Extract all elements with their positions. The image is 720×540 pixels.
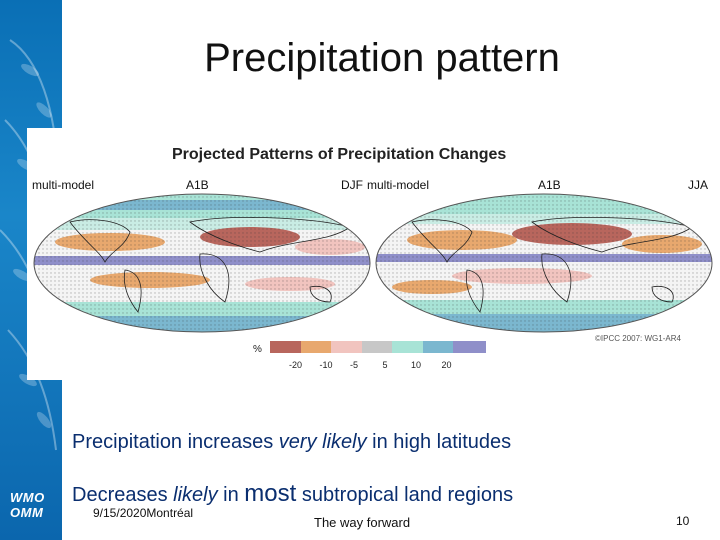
bullet1-text-a: Precipitation increases xyxy=(72,431,279,453)
legend-tick-label: 20 xyxy=(441,360,452,370)
left-map-scenario: A1B xyxy=(186,178,209,192)
logo-line-2: OMM xyxy=(10,505,44,520)
bullet2-emphasis: likely xyxy=(173,484,218,506)
bullet2-text-c: subtropical land regions xyxy=(296,484,514,506)
page-number: 10 xyxy=(676,514,690,528)
bullet2-text-b: in xyxy=(217,484,245,506)
legend-swatch xyxy=(300,341,334,353)
bullet2-most: most xyxy=(244,480,297,507)
legend-tick-label: -10 xyxy=(319,360,333,370)
legend-swatch xyxy=(361,341,395,353)
legend-swatch xyxy=(270,341,303,353)
wmo-logo: WMO OMM xyxy=(10,490,45,520)
legend-tick-label: 10 xyxy=(411,360,422,370)
right-map-label: multi-model xyxy=(367,178,430,192)
legend-swatch xyxy=(331,341,364,353)
bullet-high-latitudes: Precipitation increases very likely in h… xyxy=(72,431,511,454)
logo-line-1: WMO xyxy=(10,490,45,505)
figure-title: Projected Patterns of Precipitation Chan… xyxy=(172,146,507,163)
slide-title: Precipitation pattern xyxy=(204,36,560,80)
left-map-label: multi-model xyxy=(32,178,95,192)
legend-tick-label: 5 xyxy=(382,360,388,370)
bullet1-emphasis: very likely xyxy=(278,431,367,453)
jja-map xyxy=(375,193,713,333)
bullet2-text-a: Decreases xyxy=(72,484,174,506)
bullet-subtropical: Decreases likely in most subtropical lan… xyxy=(72,480,513,508)
legend-unit: % xyxy=(253,344,262,355)
right-map-scenario: A1B xyxy=(538,178,561,192)
legend-tick-label: -20 xyxy=(289,360,303,370)
bullet1-text-b: in high latitudes xyxy=(366,431,512,453)
footer-date: 9/15/2020Montréal xyxy=(93,506,194,520)
figure-credit: ©IPCC 2007: WG1-AR4 xyxy=(595,334,681,343)
left-map-season: DJF xyxy=(341,178,363,192)
right-map-season: JJA xyxy=(688,178,709,192)
djf-map xyxy=(33,193,371,333)
precipitation-figure: Projected Patterns of Precipitation Chan… xyxy=(27,128,717,380)
legend-swatch xyxy=(453,341,486,353)
legend-tick-label: -5 xyxy=(350,360,359,370)
legend-swatch xyxy=(392,341,425,353)
legend-swatch xyxy=(422,341,456,353)
footer-title: The way forward xyxy=(314,515,411,530)
